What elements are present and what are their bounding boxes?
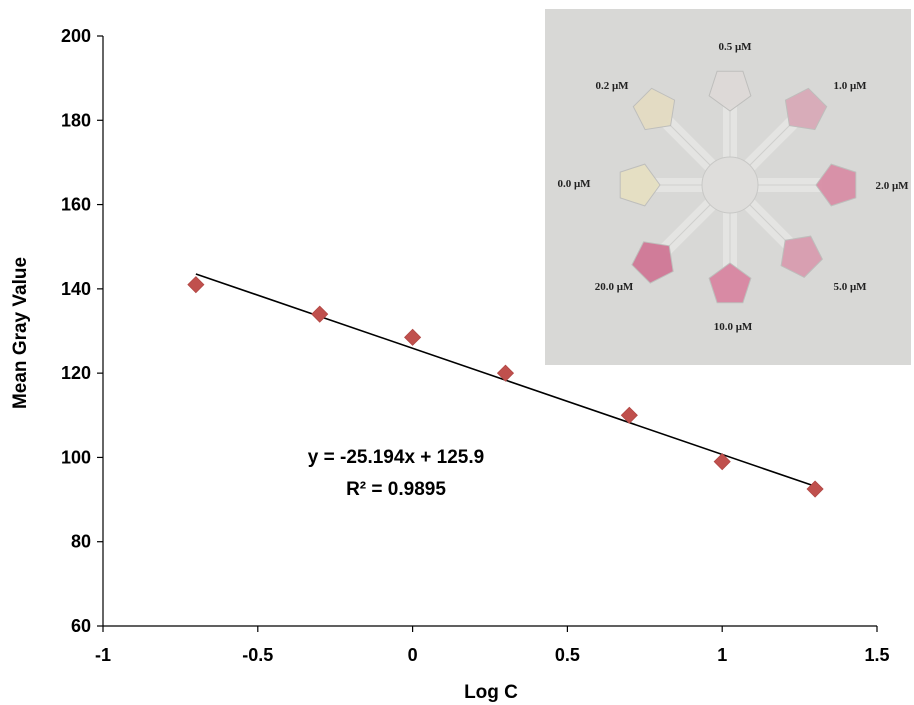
axes: 60 80 100 120 140 160 180 200 -1 -0.5 0 0.5 1 1.5 <box>61 26 890 665</box>
inset-pads <box>619 70 857 304</box>
y-tick-label: 120 <box>61 363 91 383</box>
inset-pad <box>632 87 676 131</box>
r-squared-label: R² = 0.9895 <box>346 479 446 500</box>
data-point <box>713 453 731 471</box>
inset-label-1: 0.2 μM <box>595 80 629 92</box>
inset-channel-edge <box>666 121 712 167</box>
inset-label-6: 10.0 μM <box>714 321 753 333</box>
data-point <box>311 305 329 323</box>
trendline-equation: y = -25.194x + 125.9 <box>308 447 484 468</box>
inset-center-well <box>701 156 759 214</box>
y-axis-title: Mean Gray Value <box>10 257 31 409</box>
inset-label-0: 0.0 μM <box>557 178 591 190</box>
inset-channels <box>654 105 822 269</box>
inset-label-7: 20.0 μM <box>595 281 634 293</box>
inset-channel-edge <box>664 203 712 251</box>
y-tick-label: 100 <box>61 447 91 467</box>
inset-label-4: 2.0 μM <box>875 180 909 192</box>
inset-photo: 0.0 μM 0.2 μM 0.5 μM 1.0 μM 2.0 μM 5.0 μ… <box>545 9 911 365</box>
x-tick-label: 0 <box>408 645 418 665</box>
x-tick-label: -1 <box>95 645 111 665</box>
inset-pad <box>815 163 857 207</box>
y-tick-label: 80 <box>71 532 91 552</box>
x-tick-label: 0.5 <box>555 645 580 665</box>
y-tick-label: 60 <box>71 616 91 636</box>
inset-label-3: 1.0 μM <box>833 80 867 92</box>
inset-pad <box>784 87 828 131</box>
inset-pad <box>631 241 674 284</box>
data-point <box>496 364 515 382</box>
inset-pad <box>619 163 661 207</box>
y-tick-label: 140 <box>61 279 91 299</box>
data-point <box>404 328 422 346</box>
inset-label-2: 0.5 μM <box>718 41 752 53</box>
data-points-layer <box>187 276 824 498</box>
x-tick-label: 1.5 <box>864 645 889 665</box>
data-point <box>187 276 205 294</box>
y-tick-label: 200 <box>61 26 91 46</box>
inset-pad <box>780 235 824 279</box>
data-point <box>806 480 824 498</box>
inset-channel-edge <box>748 203 790 245</box>
x-tick-label: -0.5 <box>242 645 273 665</box>
inset-pad <box>708 262 752 304</box>
y-tick-label: 160 <box>61 195 91 215</box>
y-tick-label: 180 <box>61 110 91 130</box>
data-point <box>620 406 638 424</box>
inset-pad <box>708 70 752 112</box>
inset-channel-edge <box>748 121 794 167</box>
x-tick-label: 1 <box>717 645 727 665</box>
x-axis-title: Log C <box>464 682 518 703</box>
inset-label-5: 5.0 μM <box>833 281 867 293</box>
